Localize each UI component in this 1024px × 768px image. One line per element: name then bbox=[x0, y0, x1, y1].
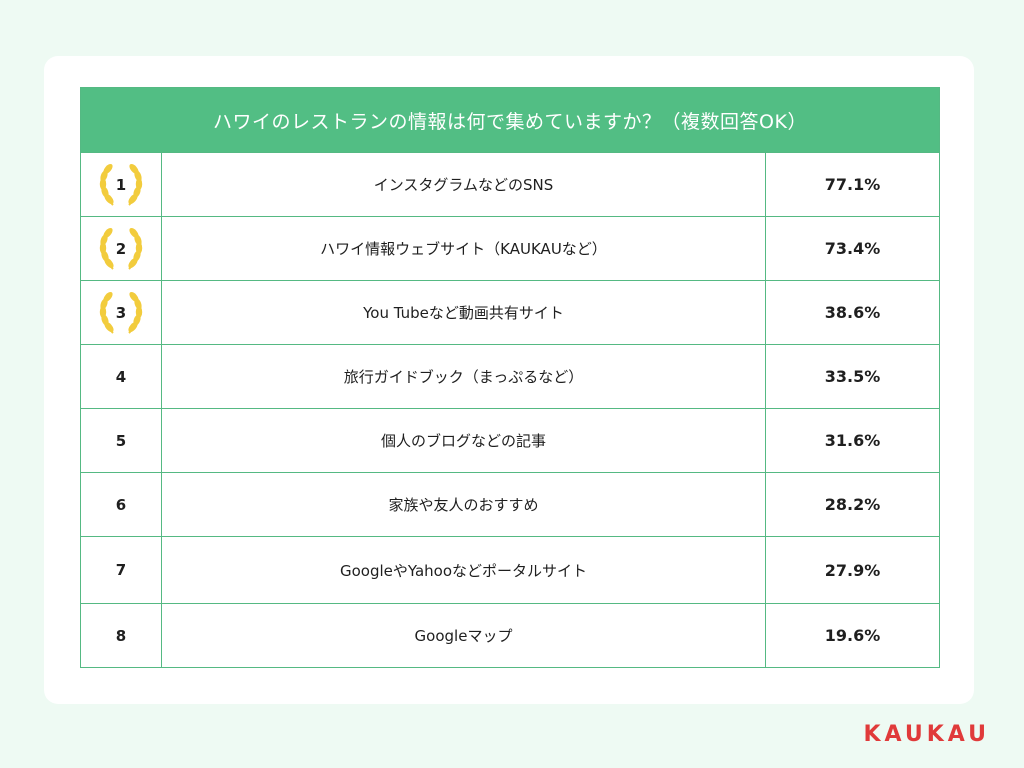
source-label: インスタグラムなどのSNS bbox=[162, 153, 766, 216]
kaukau-logo: KAUKAU bbox=[863, 722, 990, 747]
rank-cell: 3 bbox=[81, 281, 162, 344]
table-title: ハワイのレストランの情報は何で集めていますか？（複数回答OK） bbox=[81, 88, 939, 152]
laurel-wreath-icon bbox=[99, 227, 143, 270]
table-row: 2 ハワイ情報ウェブサイト（KAUKAUなど） 73.4% bbox=[81, 216, 939, 280]
rank-cell: 5 bbox=[81, 409, 162, 472]
percentage-value: 28.2% bbox=[824, 495, 881, 514]
rank-number: 1 bbox=[115, 175, 127, 194]
rank-cell: 7 bbox=[81, 537, 162, 603]
percentage-value: 27.9% bbox=[824, 560, 881, 580]
table-row: 7 GoogleやYahooなどポータルサイト 27.9% bbox=[81, 536, 939, 603]
rank-number: 8 bbox=[115, 626, 127, 645]
rank-cell: 6 bbox=[81, 473, 162, 536]
table-row: 1 インスタグラムなどのSNS 77.1% bbox=[81, 152, 939, 216]
source-label: Googleマップ bbox=[162, 604, 766, 667]
rank-cell: 2 bbox=[81, 217, 162, 280]
table-row: 3 You Tubeなど動画共有サイト 38.6% bbox=[81, 280, 939, 344]
table-body: 1 インスタグラムなどのSNS 77.1% 2 ハワイ情報ウェブサイト（KAUKAUなど… bbox=[81, 152, 939, 667]
rank-cell: 1 bbox=[81, 153, 162, 216]
source-label: You Tubeなど動画共有サイト bbox=[162, 281, 766, 344]
rank-number: 3 bbox=[115, 303, 127, 322]
table-row: 8 Googleマップ 19.6% bbox=[81, 603, 939, 667]
percentage-value: 73.4% bbox=[824, 239, 881, 258]
rank-number: 2 bbox=[115, 239, 127, 258]
source-label: GoogleやYahooなどポータルサイト bbox=[162, 537, 766, 603]
rank-number: 7 bbox=[115, 561, 127, 579]
table-row: 4 旅行ガイドブック（まっぷるなど） 33.5% bbox=[81, 344, 939, 408]
source-label: 個人のブログなどの記事 bbox=[162, 409, 766, 472]
source-label: 旅行ガイドブック（まっぷるなど） bbox=[162, 345, 766, 408]
percentage-value: 31.6% bbox=[824, 431, 881, 450]
source-label: 家族や友人のおすすめ bbox=[162, 473, 766, 536]
percentage-value: 19.6% bbox=[824, 626, 881, 645]
laurel-wreath-icon bbox=[99, 163, 143, 206]
rank-number: 5 bbox=[115, 431, 127, 450]
rank-cell: 4 bbox=[81, 345, 162, 408]
rank-cell: 8 bbox=[81, 604, 162, 667]
laurel-wreath-icon bbox=[99, 291, 143, 334]
percentage-value: 77.1% bbox=[824, 175, 881, 194]
percentage-value: 33.5% bbox=[824, 367, 881, 386]
table-row: 5 個人のブログなどの記事 31.6% bbox=[81, 408, 939, 472]
rank-number: 4 bbox=[115, 367, 127, 386]
ranking-table: ハワイのレストランの情報は何で集めていますか？（複数回答OK） 1 インスタグラム… bbox=[80, 87, 940, 668]
table-row: 6 家族や友人のおすすめ 28.2% bbox=[81, 472, 939, 536]
source-label: ハワイ情報ウェブサイト（KAUKAUなど） bbox=[162, 217, 766, 280]
rank-number: 6 bbox=[115, 495, 127, 514]
percentage-value: 38.6% bbox=[824, 303, 881, 322]
